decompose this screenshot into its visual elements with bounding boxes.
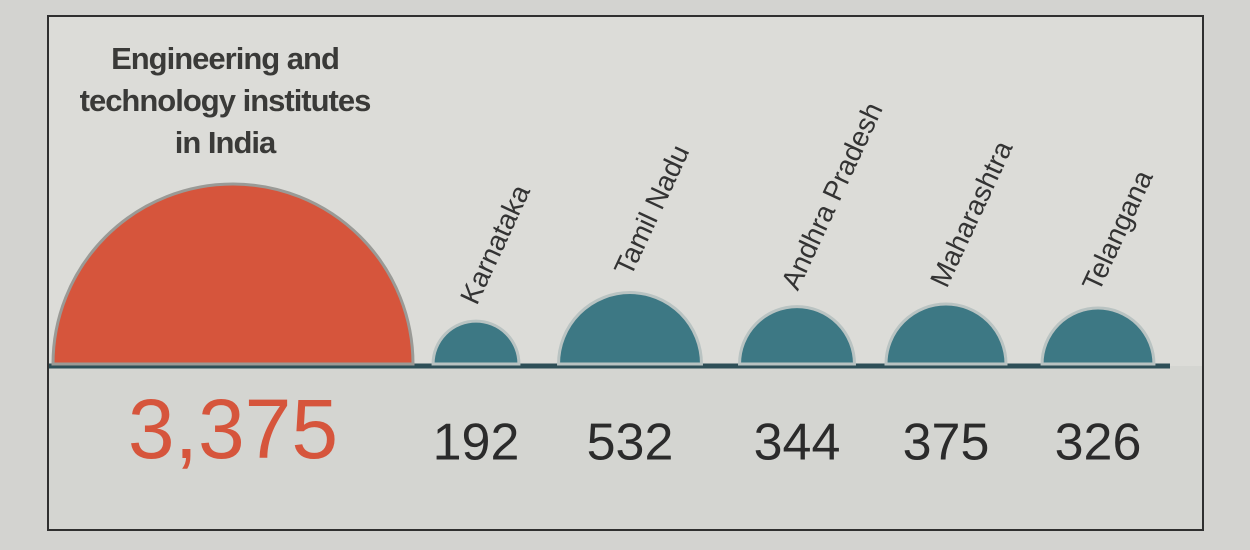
state-semicircle [884, 302, 1008, 366]
state-semicircle [557, 291, 703, 366]
chart-title: Engineering and technology institutes in… [79, 41, 372, 160]
state-semicircle [431, 319, 521, 366]
value-label: 344 [754, 414, 841, 472]
state-semicircle [1040, 307, 1156, 366]
total-semicircle [51, 182, 415, 366]
total-label: 3,375 [128, 382, 338, 476]
value-label: 532 [587, 414, 674, 472]
number-band [49, 366, 1202, 529]
value-label: 375 [903, 414, 990, 472]
value-label: 192 [433, 414, 520, 472]
value-label: 326 [1055, 414, 1142, 472]
state-semicircle [738, 305, 856, 366]
